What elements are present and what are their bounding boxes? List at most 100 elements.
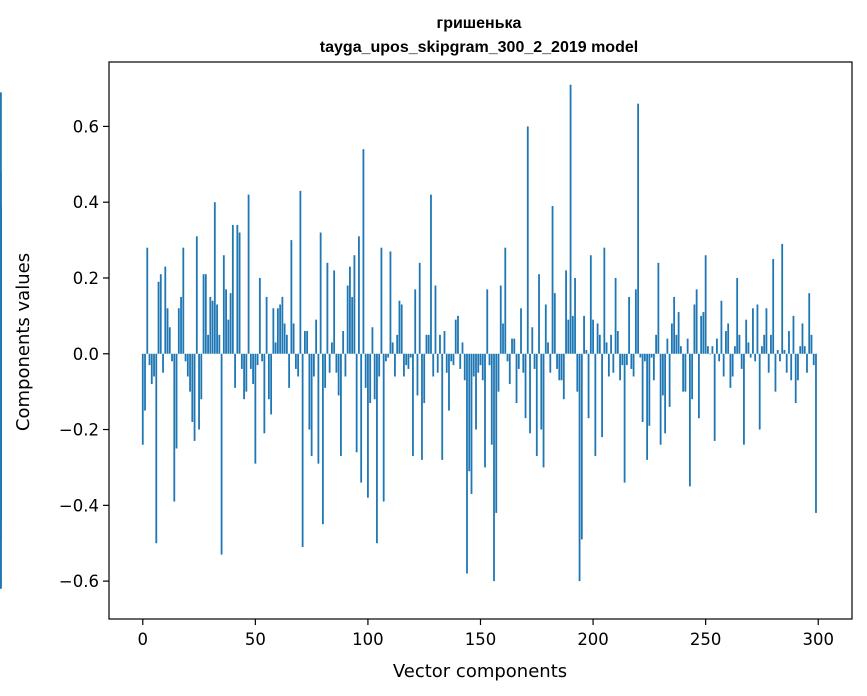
bar xyxy=(391,342,394,354)
chart-subtitle: tayga_upos_skipgram_300_2_2019 model xyxy=(320,39,638,56)
x-tick-label: 250 xyxy=(690,630,722,649)
bar xyxy=(664,353,667,434)
bar xyxy=(677,312,680,354)
bar xyxy=(578,353,581,582)
bar xyxy=(785,353,788,373)
bar xyxy=(704,255,707,354)
y-tick-label: 0.2 xyxy=(73,269,99,288)
bar xyxy=(596,323,599,354)
bar xyxy=(767,353,770,373)
y-tick-label: −0.2 xyxy=(59,421,99,440)
bar xyxy=(738,334,741,354)
bar xyxy=(340,353,342,457)
bar xyxy=(587,353,590,419)
bar xyxy=(637,103,640,354)
bar xyxy=(551,205,554,354)
bar xyxy=(542,353,545,468)
bar xyxy=(774,353,777,392)
bar xyxy=(718,353,721,362)
bar xyxy=(583,315,585,354)
bar xyxy=(159,274,162,354)
bar xyxy=(202,274,205,354)
bar xyxy=(679,346,682,354)
x-tick-label: 0 xyxy=(138,630,149,649)
bar xyxy=(526,126,529,354)
bar xyxy=(659,353,662,445)
bar xyxy=(808,293,811,354)
bar xyxy=(312,353,315,377)
bar xyxy=(772,259,775,354)
bar xyxy=(213,202,216,354)
bar xyxy=(148,353,151,366)
bar xyxy=(290,240,293,354)
bar xyxy=(385,353,387,362)
bar xyxy=(727,323,730,354)
bar xyxy=(661,353,664,396)
bar xyxy=(207,334,209,354)
bar xyxy=(731,353,734,377)
bar xyxy=(436,353,439,373)
bar xyxy=(565,270,567,354)
x-tick-label: 200 xyxy=(577,630,609,649)
bar xyxy=(285,334,288,354)
bar xyxy=(781,243,784,354)
bar xyxy=(562,353,565,400)
bar xyxy=(650,353,653,358)
bar xyxy=(263,353,266,434)
bar xyxy=(349,266,351,354)
bar xyxy=(540,353,543,430)
bar xyxy=(418,262,421,354)
bar xyxy=(434,285,437,354)
y-tick-label: 0.0 xyxy=(73,345,99,364)
bar xyxy=(815,353,817,513)
bar xyxy=(668,353,671,407)
bar xyxy=(141,353,144,445)
bar xyxy=(274,342,277,354)
bar xyxy=(204,274,207,354)
bar xyxy=(396,334,399,354)
bar xyxy=(603,247,606,354)
plot-frame xyxy=(108,61,853,620)
bar xyxy=(479,353,482,366)
bar xyxy=(222,255,225,354)
bar xyxy=(425,334,428,354)
bar xyxy=(195,236,198,354)
bar xyxy=(281,296,284,354)
bar xyxy=(502,323,504,354)
bar xyxy=(155,353,158,544)
bar xyxy=(589,255,592,354)
bar xyxy=(634,289,637,354)
bar xyxy=(414,289,417,354)
bar xyxy=(630,353,633,369)
bar xyxy=(641,353,644,422)
bar xyxy=(463,353,466,381)
bar xyxy=(180,296,182,354)
bar xyxy=(648,353,651,426)
x-tick-label: 50 xyxy=(245,630,266,649)
bar xyxy=(317,353,320,464)
bar xyxy=(315,319,318,354)
bar xyxy=(621,353,624,366)
bar xyxy=(351,296,354,354)
bar xyxy=(445,353,448,373)
bar xyxy=(776,349,779,354)
bar xyxy=(168,327,171,354)
bar xyxy=(695,289,698,354)
bar xyxy=(175,353,178,449)
bar xyxy=(355,353,358,453)
bar xyxy=(362,149,365,354)
bar xyxy=(560,353,563,381)
bar xyxy=(412,353,414,457)
bar xyxy=(684,353,687,392)
bar xyxy=(497,353,500,392)
bar xyxy=(643,353,646,362)
bar xyxy=(758,353,761,430)
bar xyxy=(734,346,736,354)
bar xyxy=(306,331,309,354)
bar xyxy=(639,353,642,358)
bar xyxy=(614,277,617,354)
bar xyxy=(655,334,658,354)
bar xyxy=(749,353,752,358)
bar xyxy=(150,353,153,385)
bar xyxy=(535,353,538,457)
